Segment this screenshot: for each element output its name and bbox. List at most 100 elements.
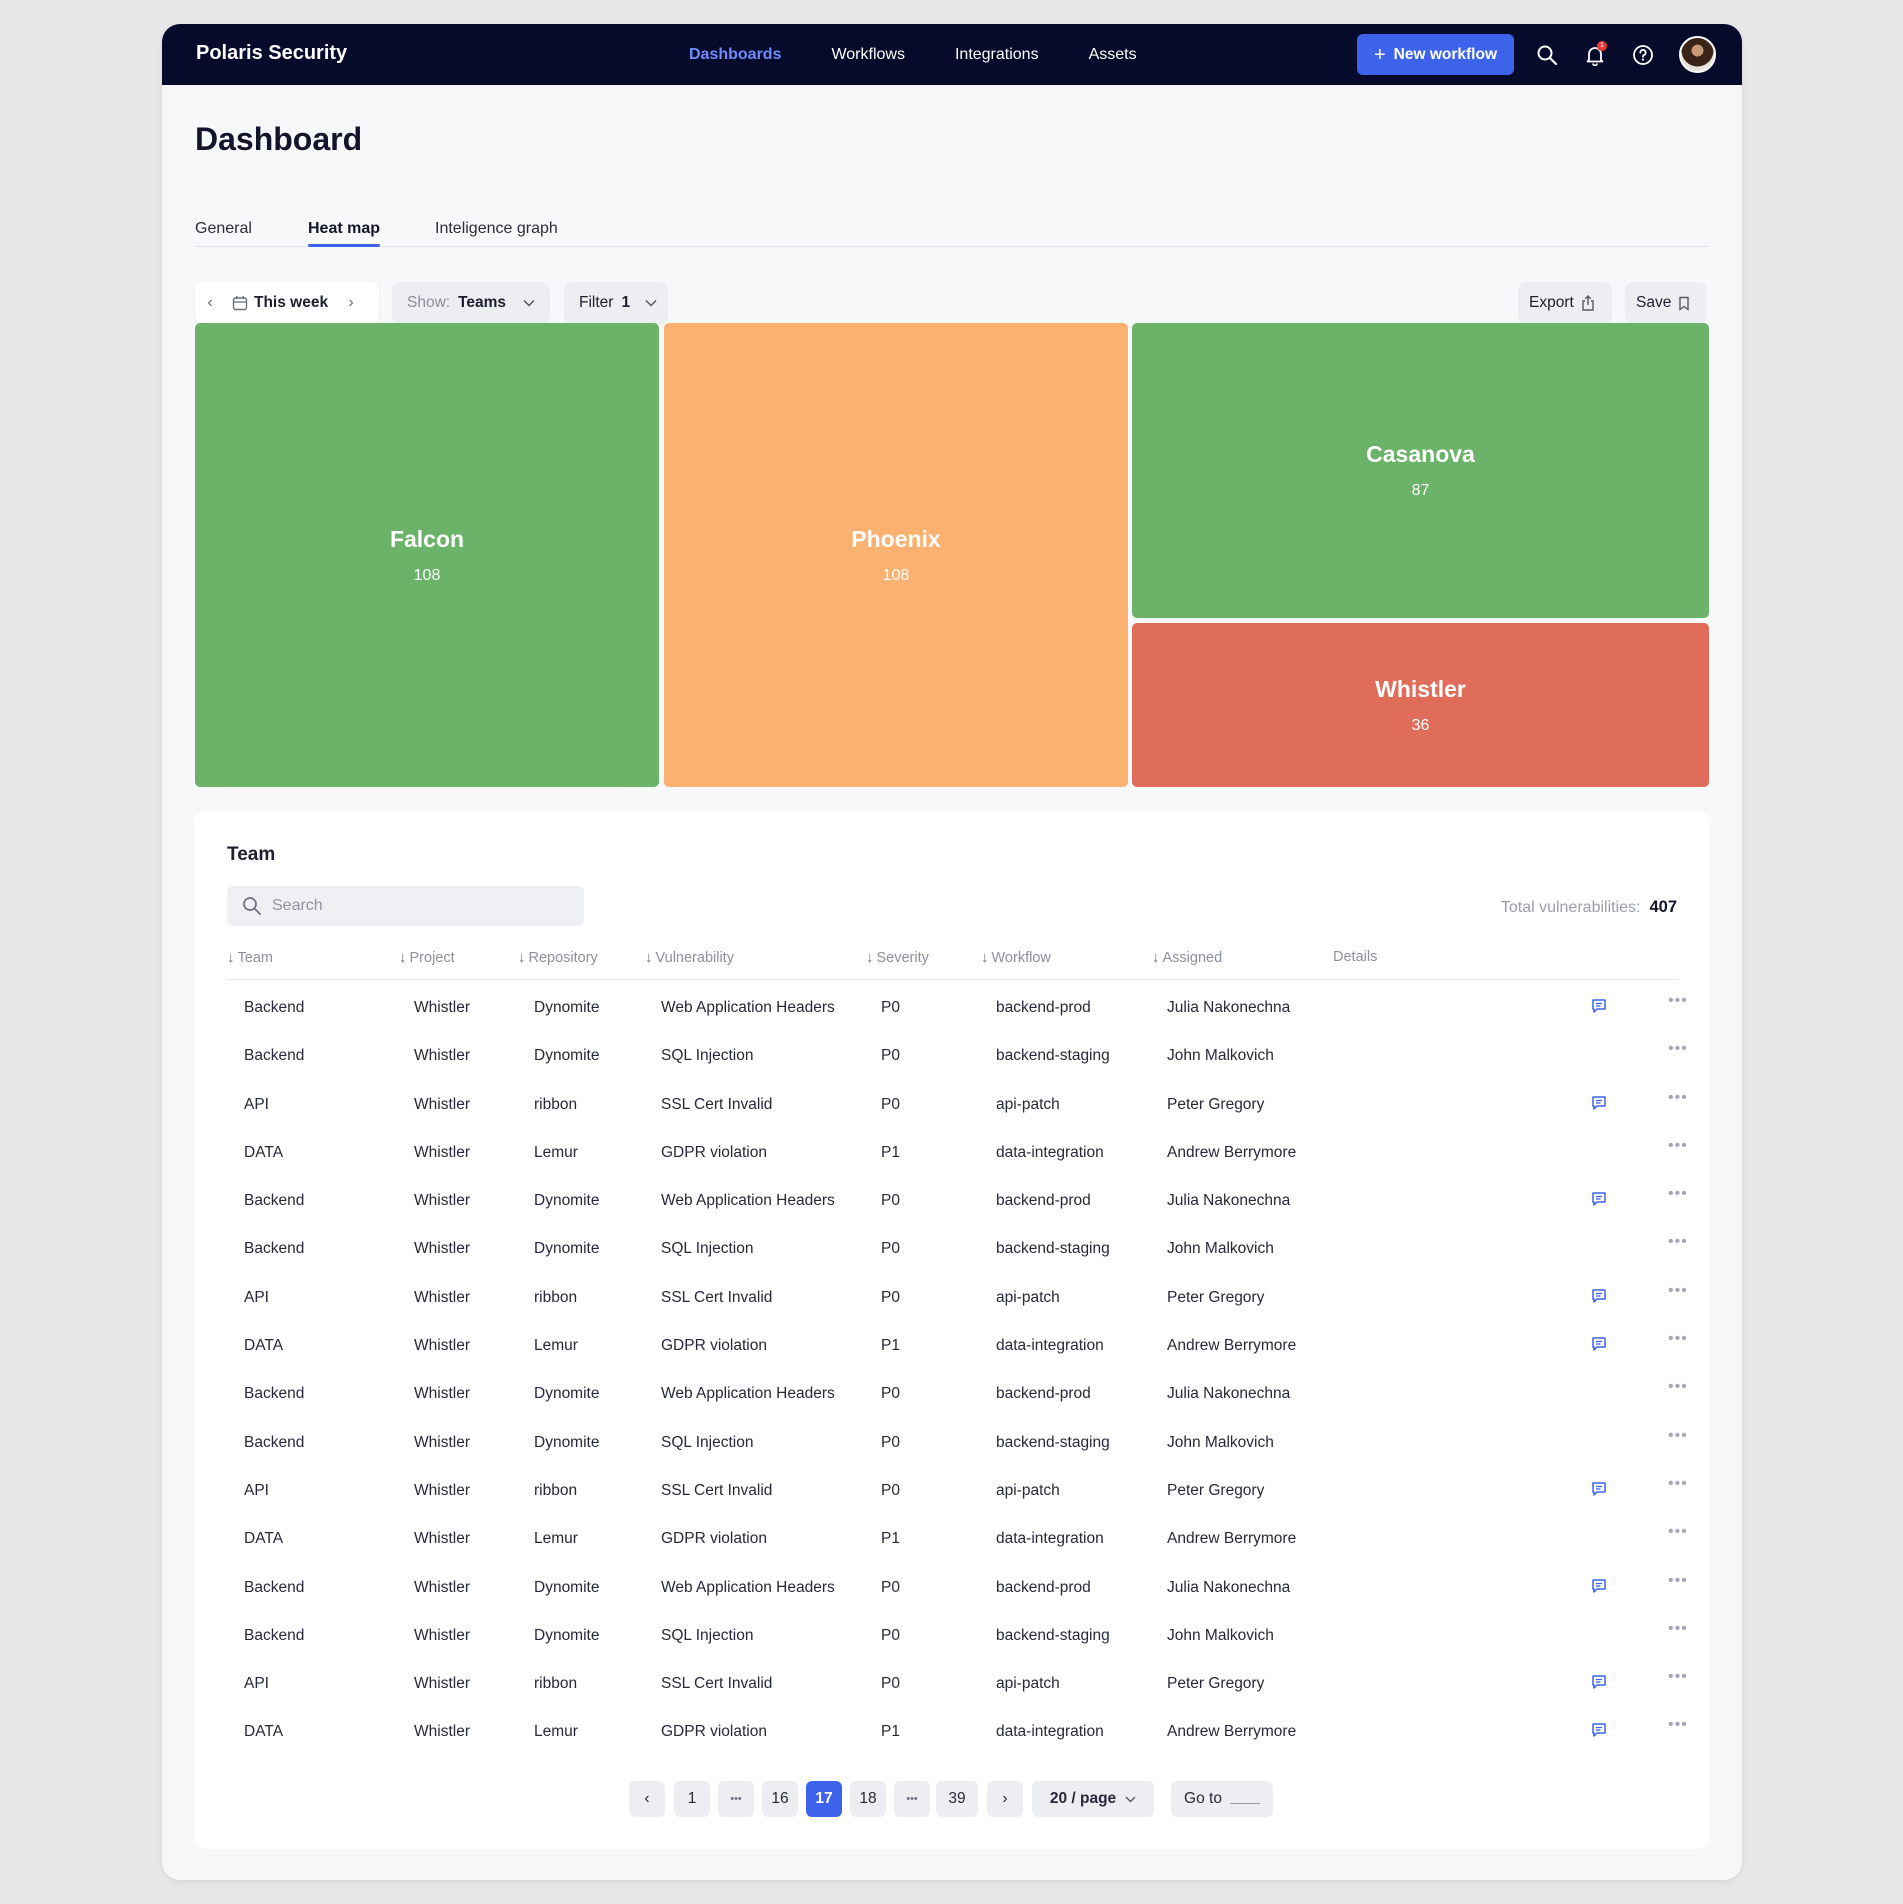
table-row[interactable]: API Whistler ribbon SSL Cert Invalid P0 api-p… (227, 1464, 1687, 1512)
more-options-icon[interactable]: ••• (1668, 1716, 1688, 1734)
page-1[interactable]: 1 (674, 1781, 710, 1817)
column-header-severity[interactable]: ↓ Severity (866, 949, 929, 966)
goto-field[interactable] (1229, 1794, 1260, 1804)
period-label[interactable]: This week (254, 294, 329, 311)
previous-period-icon[interactable]: ‹ (207, 294, 213, 311)
comment-icon[interactable] (1591, 998, 1607, 1019)
filter-dropdown[interactable]: Filter 1 (564, 282, 668, 324)
comment-icon[interactable] (1591, 1674, 1607, 1695)
more-options-icon[interactable]: ••• (1668, 1426, 1688, 1444)
table-row[interactable]: DATA Whistler Lemur GDPR violation P1 data-in… (227, 1319, 1687, 1367)
nav-workflows[interactable]: Workflows (831, 45, 905, 63)
more-options-icon[interactable]: ••• (1668, 1474, 1688, 1492)
per-page-select[interactable]: 20 / page (1032, 1781, 1154, 1817)
bell-icon[interactable]: 1 (1581, 41, 1609, 69)
comment-icon[interactable] (1591, 1288, 1607, 1309)
help-icon[interactable] (1629, 41, 1657, 69)
table-row[interactable]: Backend Whistler Dynomite SQL Injection P0 ba… (227, 1029, 1687, 1077)
column-header-repository[interactable]: ↓ Repository (518, 949, 598, 966)
more-options-icon[interactable]: ••• (1668, 1233, 1688, 1251)
heatmap-tile-phoenix[interactable]: Phoenix 108 (664, 323, 1128, 787)
export-button[interactable]: Export (1518, 282, 1612, 324)
more-options-icon[interactable]: ••• (1668, 1378, 1688, 1396)
search-input[interactable]: Search (227, 886, 584, 926)
nav-dashboards[interactable]: Dashboards (689, 45, 782, 63)
column-header-assigned[interactable]: ↓ Assigned (1152, 949, 1222, 966)
comment-icon[interactable] (1591, 1095, 1607, 1116)
table-row[interactable]: API Whistler ribbon SSL Cert Invalid P0 api-p… (227, 1078, 1687, 1126)
comment-icon[interactable] (1591, 1481, 1607, 1502)
prev-page-icon[interactable]: ‹ (629, 1781, 665, 1817)
table-row[interactable]: Backend Whistler Dynomite Web Application H… (227, 1367, 1687, 1415)
workflow-cell: data-integration (996, 1723, 1104, 1741)
page-18[interactable]: 18 (850, 1781, 886, 1817)
comment-icon[interactable] (1591, 1578, 1607, 1599)
table-row[interactable]: DATA Whistler Lemur GDPR violation P1 data-in… (227, 1126, 1687, 1174)
search-icon[interactable] (1533, 41, 1561, 69)
brand-logo[interactable]: Polaris Security (196, 42, 348, 64)
table-row[interactable]: Backend Whistler Dynomite SQL Injection P0 ba… (227, 1416, 1687, 1464)
more-options-icon[interactable]: ••• (1668, 1523, 1688, 1541)
avatar[interactable] (1679, 36, 1716, 73)
more-options-icon[interactable]: ••• (1668, 1571, 1688, 1589)
sort-arrow-icon: ↓ (227, 949, 235, 966)
next-page-icon[interactable]: › (987, 1781, 1023, 1817)
comment-icon[interactable] (1591, 1191, 1607, 1212)
repository-cell: Dynomite (534, 1626, 600, 1644)
table-row[interactable]: Backend Whistler Dynomite SQL Injection P0 ba… (227, 1609, 1687, 1657)
heatmap-tile-whistler[interactable]: Whistler 36 (1132, 623, 1709, 787)
show-dropdown[interactable]: Show: Teams (392, 282, 550, 324)
table-row[interactable]: API Whistler ribbon SSL Cert Invalid P0 api-p… (227, 1657, 1687, 1705)
project-cell: Whistler (414, 999, 470, 1016)
table-row[interactable]: Backend Whistler Dynomite Web Application H… (227, 981, 1687, 1029)
project-cell: Whistler (414, 1723, 470, 1741)
heatmap-tile-casanova[interactable]: Casanova 87 (1132, 323, 1709, 618)
page-ellipsis[interactable]: ••• (718, 1781, 754, 1817)
show-label: Show: (407, 294, 451, 311)
column-header-vulnerability[interactable]: ↓ Vulnerability (645, 949, 734, 966)
new-workflow-button[interactable]: + New workflow (1357, 34, 1514, 75)
assigned-cell: Julia Nakonechna (1167, 1578, 1291, 1596)
more-options-icon[interactable]: ••• (1668, 1281, 1688, 1299)
more-options-icon[interactable]: ••• (1668, 1185, 1688, 1203)
nav-assets[interactable]: Assets (1088, 45, 1137, 63)
page-ellipsis[interactable]: ••• (894, 1781, 930, 1817)
save-button[interactable]: Save (1625, 282, 1707, 324)
more-options-icon[interactable]: ••• (1668, 1619, 1688, 1637)
column-header-project[interactable]: ↓ Project (399, 949, 455, 966)
nav-integrations[interactable]: Integrations (954, 45, 1039, 63)
column-header-team[interactable]: ↓ Team (227, 949, 273, 966)
table-row[interactable]: Backend Whistler Dynomite Web Application H… (227, 1174, 1687, 1222)
page-17[interactable]: 17 (806, 1781, 842, 1817)
tab-heat-map[interactable]: Heat map (308, 220, 381, 247)
workflow-cell: backend-prod (996, 1578, 1091, 1596)
tab-general[interactable]: General (195, 220, 252, 237)
severity-cell: P0 (881, 1095, 900, 1113)
tile-value: 36 (1411, 716, 1430, 734)
more-options-icon[interactable]: ••• (1668, 992, 1688, 1009)
column-header-details[interactable]: Details (1333, 949, 1377, 965)
page-39[interactable]: 39 (936, 1781, 978, 1817)
repository-cell: ribbon (534, 1095, 578, 1113)
column-label: Assigned (1162, 950, 1223, 966)
more-options-icon[interactable]: ••• (1668, 1088, 1688, 1106)
table-row[interactable]: Backend Whistler Dynomite Web Application H… (227, 1561, 1687, 1609)
more-options-icon[interactable]: ••• (1668, 1136, 1688, 1154)
column-header-workflow[interactable]: ↓ Workflow (981, 949, 1051, 966)
table-row[interactable]: DATA Whistler Lemur GDPR violation P1 data-in… (227, 1705, 1687, 1753)
goto-page-input[interactable]: Go to (1171, 1781, 1273, 1817)
comment-icon[interactable] (1591, 1336, 1607, 1357)
page-16[interactable]: 16 (762, 1781, 798, 1817)
more-options-icon[interactable]: ••• (1668, 1040, 1688, 1058)
table-row[interactable]: Backend Whistler Dynomite SQL Injection P0 ba… (227, 1222, 1687, 1270)
next-period-icon[interactable]: › (348, 294, 354, 311)
team-cell: Backend (244, 1192, 305, 1210)
period-selector: ‹ This week › (195, 282, 379, 324)
table-row[interactable]: API Whistler ribbon SSL Cert Invalid P0 api-p… (227, 1271, 1687, 1319)
heatmap-tile-falcon[interactable]: Falcon 108 (195, 323, 659, 787)
more-options-icon[interactable]: ••• (1668, 1330, 1688, 1348)
tab-inteligence-graph[interactable]: Inteligence graph (435, 220, 558, 237)
table-row[interactable]: DATA Whistler Lemur GDPR violation P1 data-in… (227, 1512, 1687, 1560)
comment-icon[interactable] (1591, 1722, 1607, 1743)
more-options-icon[interactable]: ••• (1668, 1668, 1688, 1686)
